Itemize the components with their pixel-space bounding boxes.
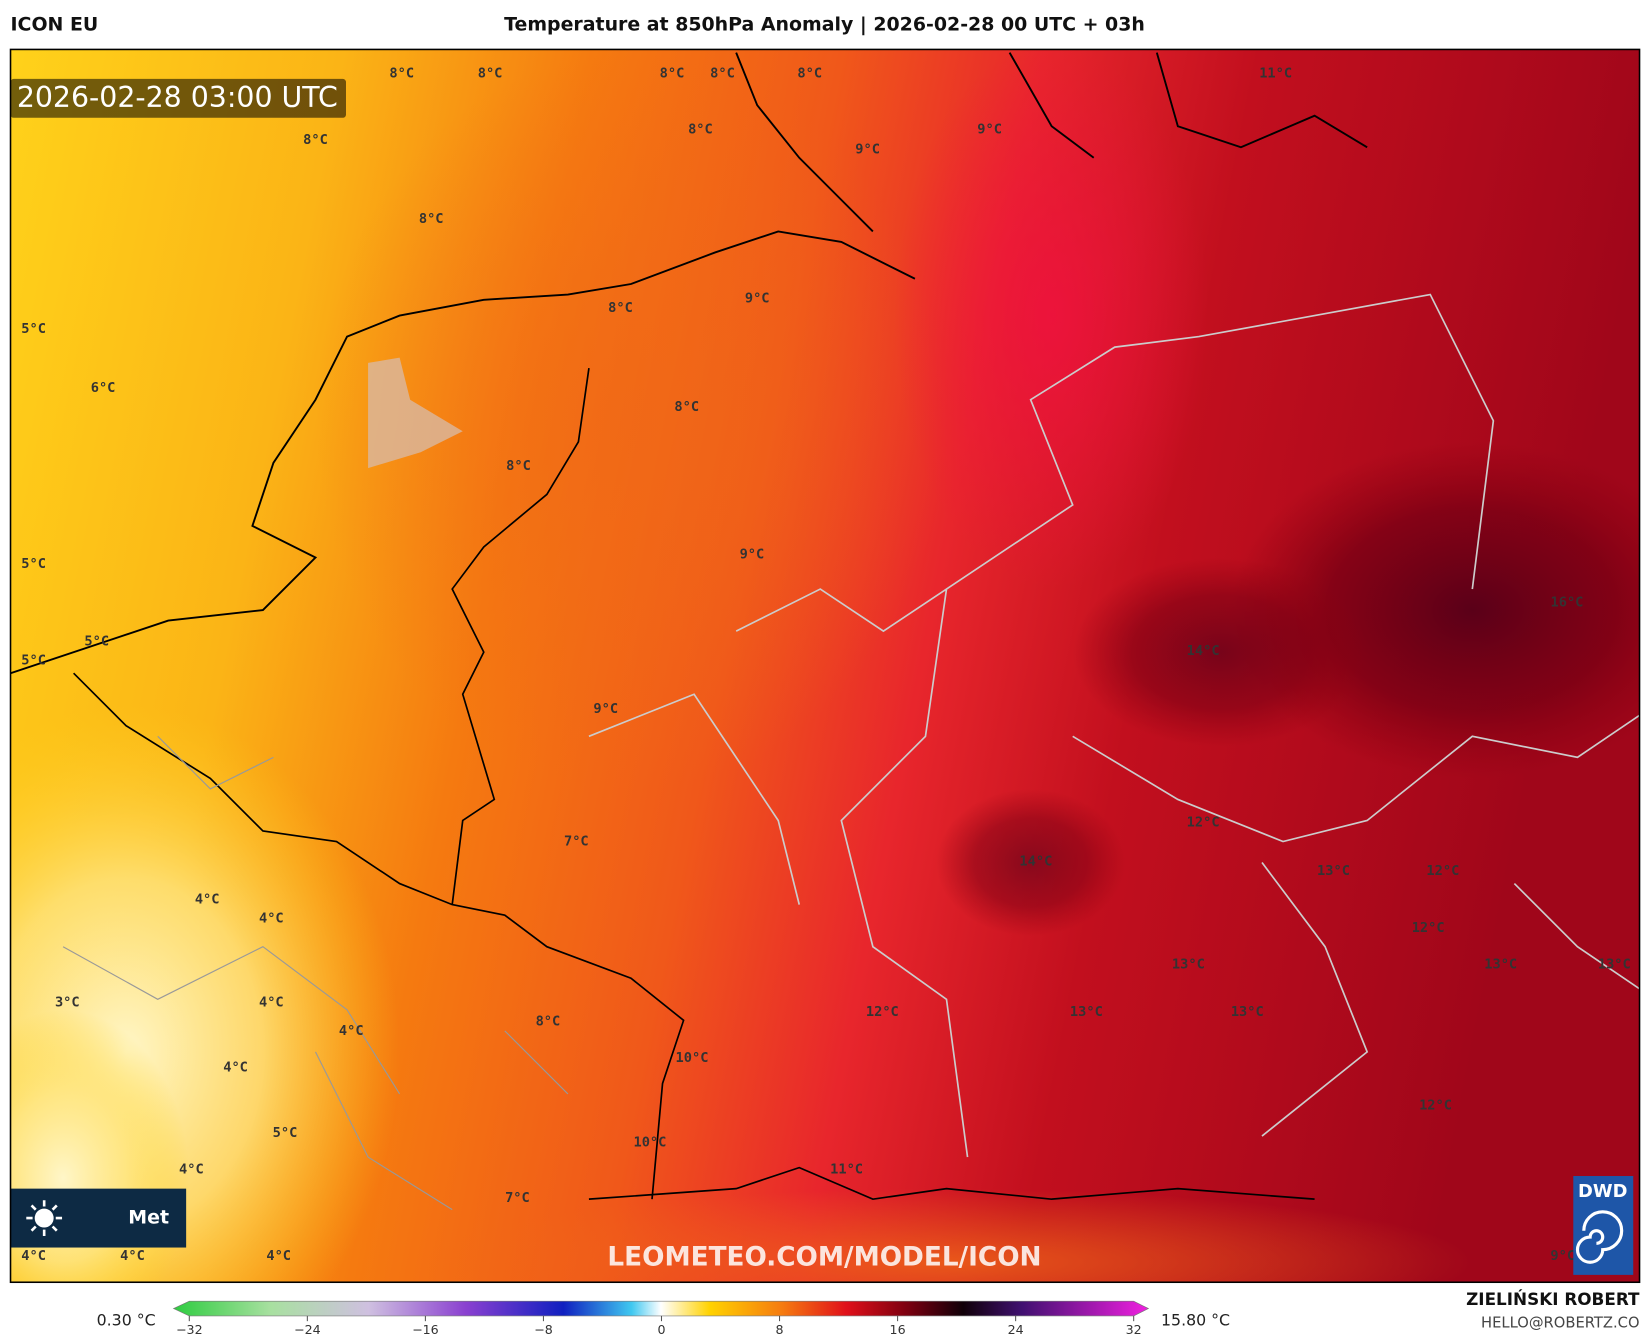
colorbar: −32 −24 −16 −8 0 8 16 24 32	[172, 1300, 1150, 1337]
map-label: 4°C	[223, 1060, 248, 1076]
map-label: 13°C	[1317, 863, 1350, 879]
colorbar-max: 15.80 °C	[1161, 1311, 1230, 1330]
map-label: 4°C	[179, 1162, 204, 1178]
map-label: 8°C	[674, 399, 699, 415]
map-label: 12°C	[1412, 920, 1445, 936]
map-label: 13°C	[1172, 957, 1205, 973]
map-label: 12°C	[866, 1004, 899, 1020]
map-label: 5°C	[21, 321, 46, 337]
colorbar-tick-label: 24	[1008, 1322, 1024, 1337]
map-label: 13°C	[1070, 1004, 1103, 1020]
map-label: 9°C	[745, 291, 770, 307]
colorbar-tick-label: −24	[294, 1322, 321, 1337]
map-label: 6°C	[91, 380, 116, 396]
logo-rays	[26, 1200, 63, 1236]
label-layer: 8°C 8°C 8°C 8°C 8°C 8°C 8°C 8°C 8°C 8°C 8°C 9°C 9°C 9…	[21, 66, 1630, 1264]
map-label: 8°C	[478, 66, 503, 82]
map-label: 5°C	[21, 653, 46, 669]
map-label: 8°C	[389, 66, 414, 82]
map-label: 10°C	[633, 1134, 666, 1150]
map-label: 7°C	[564, 834, 589, 850]
dwd-swirl	[1575, 1210, 1624, 1264]
map-label: 5°C	[84, 634, 109, 650]
map-label: 5°C	[21, 556, 46, 572]
logo-sun	[34, 1208, 54, 1228]
map-label: 10°C	[676, 1050, 709, 1066]
colorbar-tick-label: −32	[176, 1322, 203, 1337]
timestamp: 2026-02-28 03:00 UTC	[17, 81, 338, 114]
author: ZIELIŃSKI ROBERT	[1466, 1288, 1640, 1309]
map-frame	[9, 48, 1641, 1284]
map-label: 4°C	[195, 891, 220, 907]
map-label: 13°C	[1598, 957, 1631, 973]
map-label: 7°C	[505, 1190, 530, 1206]
dwd-text: DWD	[1578, 1181, 1627, 1202]
map-label: 3°C	[55, 994, 80, 1010]
map-label: 9°C	[740, 546, 765, 562]
map-label: 12°C	[1419, 1098, 1452, 1114]
map-label: 5°C	[273, 1125, 298, 1141]
map-label: 14°C	[1019, 853, 1052, 869]
map-title: Temperature at 850hPa Anomaly | 2026-02-…	[504, 14, 1145, 36]
map-label: 8°C	[688, 121, 713, 137]
colorbar-tick-label: −8	[534, 1322, 553, 1337]
map-label: 11°C	[830, 1162, 863, 1178]
map-label: 16°C	[1551, 595, 1584, 611]
watermark: LEOMETEO.COM/MODEL/ICON	[607, 1243, 1041, 1273]
map-label: 8°C	[797, 66, 822, 82]
map-label: 8°C	[506, 458, 531, 474]
map-label: 4°C	[259, 910, 284, 926]
map-label: 9°C	[977, 121, 1002, 137]
map-label: 13°C	[1231, 1004, 1264, 1020]
email: HELLO@ROBERTZ.CO	[1481, 1314, 1640, 1331]
map-label: 4°C	[120, 1248, 145, 1264]
colorbar-tick-label: 16	[890, 1322, 906, 1337]
map: 8°C 8°C 8°C 8°C 8°C 8°C 8°C 8°C 8°C 8°C 8°C 9°C 9°C 9…	[10, 49, 1640, 1283]
timestamp-box	[10, 78, 346, 118]
map-label: 8°C	[419, 211, 444, 227]
map-label: 4°C	[339, 1023, 364, 1039]
map-label: 11°C	[1259, 66, 1292, 82]
map-label: 4°C	[259, 994, 284, 1010]
map-label: 8°C	[660, 66, 685, 82]
map-label: 9°C	[855, 141, 880, 157]
map-label: 12°C	[1426, 863, 1459, 879]
map-label: 13°C	[1484, 957, 1517, 973]
colorbar-tick-label: 32	[1126, 1322, 1142, 1337]
logo-text: Met	[128, 1207, 169, 1229]
colorbar-tick-label: −16	[412, 1322, 439, 1337]
map-label: 4°C	[21, 1248, 46, 1264]
map-label: 8°C	[536, 1013, 561, 1029]
map-label: 8°C	[710, 66, 735, 82]
map-label: 9°C	[593, 701, 618, 717]
map-label: 14°C	[1187, 643, 1220, 659]
colorbar-min: 0.30 °C	[97, 1311, 156, 1330]
map-label: 9°C	[1550, 1248, 1575, 1264]
model-name: ICON EU	[11, 14, 99, 36]
map-label: 4°C	[266, 1248, 291, 1264]
colorbar-tick-label: 8	[776, 1322, 784, 1337]
map-label: 8°C	[303, 132, 328, 148]
map-label: 8°C	[608, 300, 633, 316]
map-label: 12°C	[1187, 815, 1220, 831]
colorbar-tick-label: 0	[657, 1322, 665, 1337]
